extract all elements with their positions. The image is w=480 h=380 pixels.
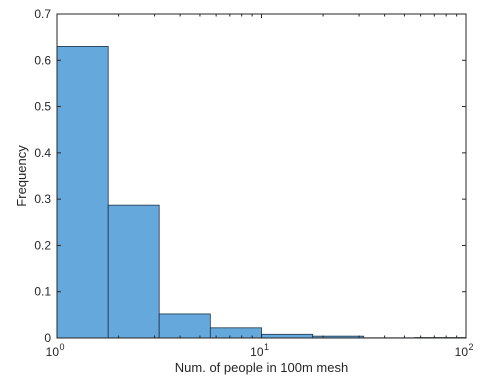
x-tick-label-base: 10 (455, 345, 469, 359)
y-tick-label: 0.4 (34, 146, 51, 160)
bars-group (56, 46, 467, 339)
x-tick-label-base: 10 (250, 345, 264, 359)
y-tick-label: 0.6 (34, 53, 51, 67)
ticks-group (56, 13, 467, 339)
histogram-bar-3 (158, 313, 211, 339)
x-tick-label: 10 2 (455, 342, 474, 359)
x-tick-label-base: 10 (46, 345, 60, 359)
y-tick-label: 0.3 (34, 192, 51, 206)
y-tick-label: 0.1 (34, 285, 51, 299)
x-tick-label-exponent: 2 (469, 342, 474, 352)
histogram-bar-1 (56, 46, 109, 339)
histogram-bar-2 (107, 204, 160, 339)
y-tick-label: 0.2 (34, 238, 51, 252)
x-tick-label-exponent: 1 (264, 342, 269, 352)
histogram-bar-5 (261, 333, 314, 339)
histogram-bar-4 (209, 327, 262, 339)
x-axis-label: Num. of people in 100m mesh (175, 360, 348, 375)
y-tick-label: 0.7 (34, 7, 51, 21)
y-axis-label: Frequency (14, 145, 29, 207)
tick-labels-group: 00.10.20.30.40.50.60.710 0 10 1 10 2 (34, 7, 473, 359)
x-tick-label-exponent: 0 (60, 342, 65, 352)
x-tick-label: 10 1 (250, 342, 269, 359)
y-tick-label: 0.5 (34, 100, 51, 114)
x-tick-label: 10 0 (46, 342, 65, 359)
y-tick-label: 0 (44, 331, 51, 345)
